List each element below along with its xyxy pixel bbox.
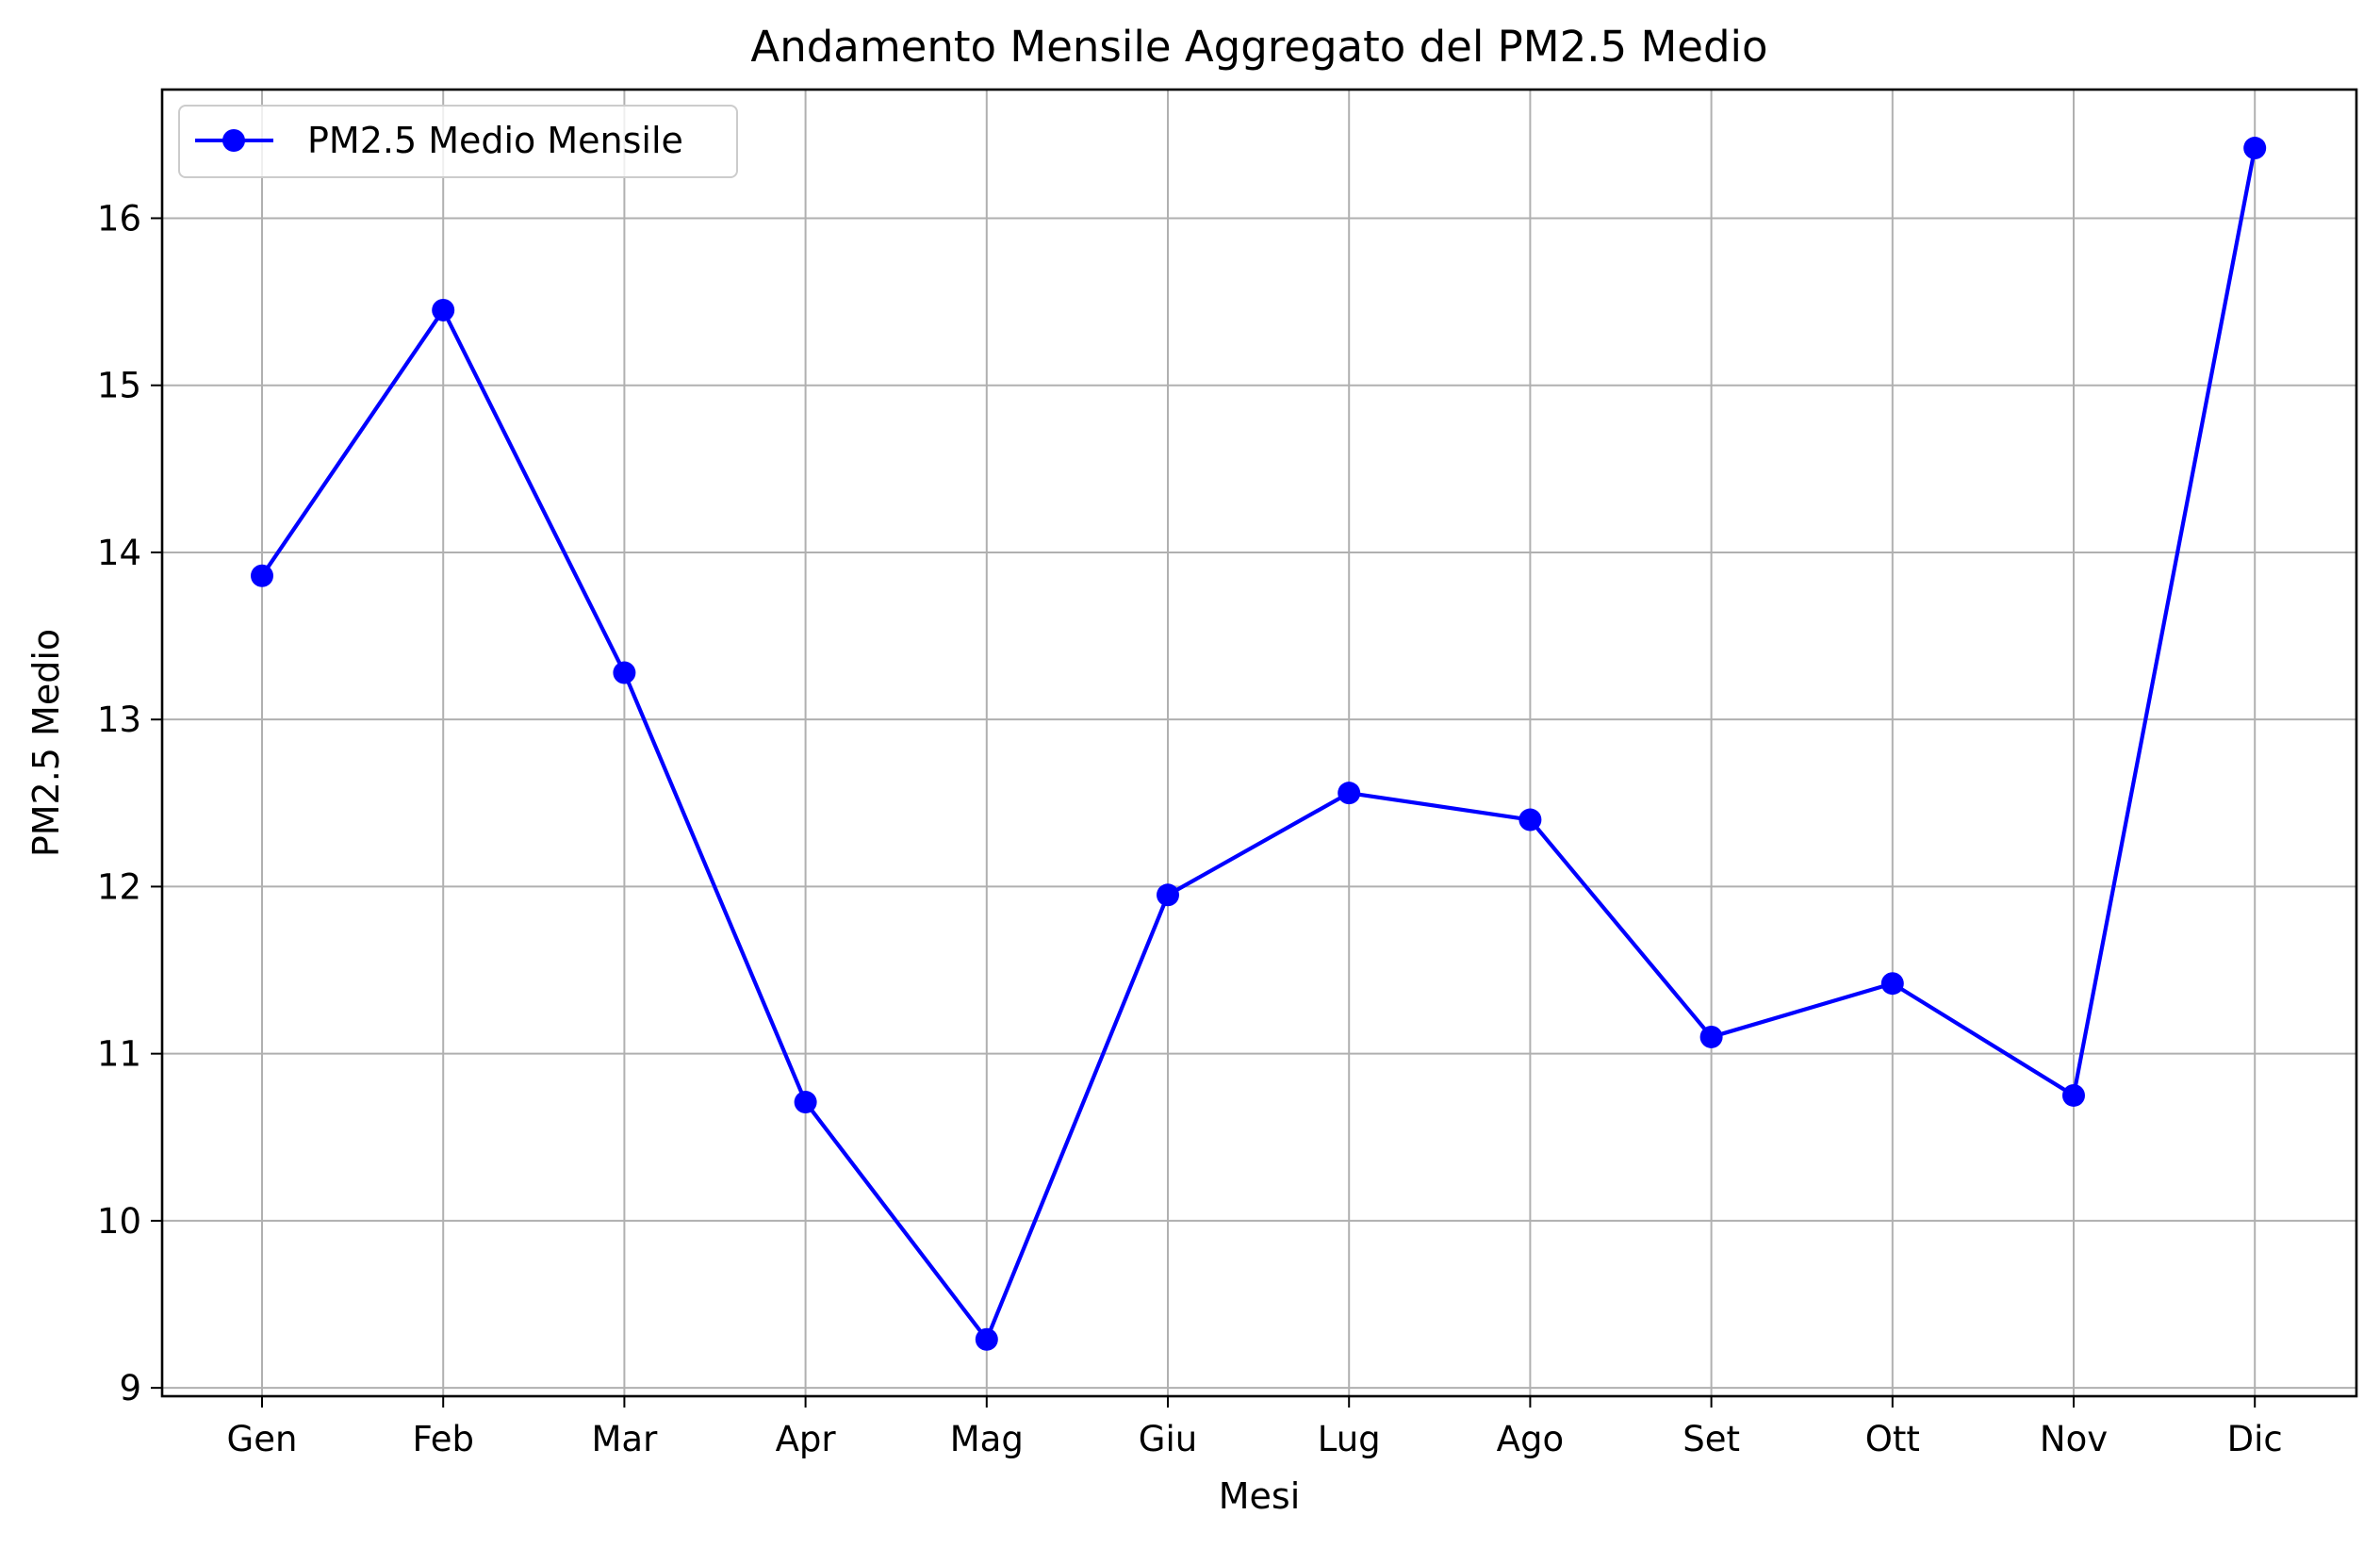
legend-label: PM2.5 Medio Mensile <box>307 120 683 161</box>
x-tick-label: Giu <box>1139 1419 1197 1459</box>
data-point-marker <box>432 298 455 321</box>
x-tick-label: Ott <box>1865 1419 1920 1459</box>
x-tick-label: Dic <box>2227 1419 2283 1459</box>
x-tick-label: Mag <box>950 1419 1024 1459</box>
legend-box <box>178 105 738 178</box>
data-point-marker <box>1518 808 1542 832</box>
series-line <box>260 147 2257 1342</box>
axis-ticks: Gen Feb Mar Apr Mag Giu Lug Ago Set Ott Nov Dic 9 10 1… <box>97 198 2283 1459</box>
data-point-marker <box>2243 137 2267 160</box>
x-tick-label: Gen <box>227 1419 298 1459</box>
plot-frame <box>160 88 2358 1398</box>
data-point-marker <box>1338 782 1361 805</box>
y-tick-label: 13 <box>97 700 141 740</box>
x-tick-label: Nov <box>2040 1419 2108 1459</box>
data-point-marker <box>1880 972 1904 996</box>
x-tick-label: Set <box>1682 1419 1740 1459</box>
x-axis-label: Mesi <box>1219 1475 1301 1517</box>
data-point-marker <box>1699 1025 1723 1048</box>
chart-title: Andamento Mensile Aggregato del PM2.5 Me… <box>750 22 1767 72</box>
series-layer <box>251 137 2267 1351</box>
data-point-marker <box>1157 883 1179 907</box>
y-tick-label: 9 <box>119 1368 141 1408</box>
grid-lines <box>162 90 2356 1396</box>
x-tick-label: Apr <box>776 1419 837 1459</box>
data-point-marker <box>975 1327 998 1351</box>
y-tick-label: 15 <box>97 366 141 406</box>
y-tick-label: 14 <box>97 533 141 573</box>
data-point-marker <box>794 1091 817 1114</box>
y-tick-label: 12 <box>97 866 141 907</box>
x-tick-label: Feb <box>412 1419 474 1459</box>
data-point-marker <box>2062 1083 2085 1107</box>
x-tick-label: Lug <box>1318 1419 1381 1459</box>
y-axis-label: PM2.5 Medio <box>25 629 67 857</box>
y-tick-label: 16 <box>97 198 141 239</box>
x-tick-label: Mar <box>591 1419 658 1459</box>
data-point-marker <box>251 564 273 587</box>
x-tick-label: Ago <box>1497 1419 1564 1459</box>
data-point-marker <box>613 661 636 684</box>
y-tick-label: 10 <box>97 1201 141 1242</box>
y-tick-label: 11 <box>97 1034 141 1075</box>
legend-marker-swatch <box>222 129 245 152</box>
legend: PM2.5 Medio Mensile <box>178 105 738 178</box>
